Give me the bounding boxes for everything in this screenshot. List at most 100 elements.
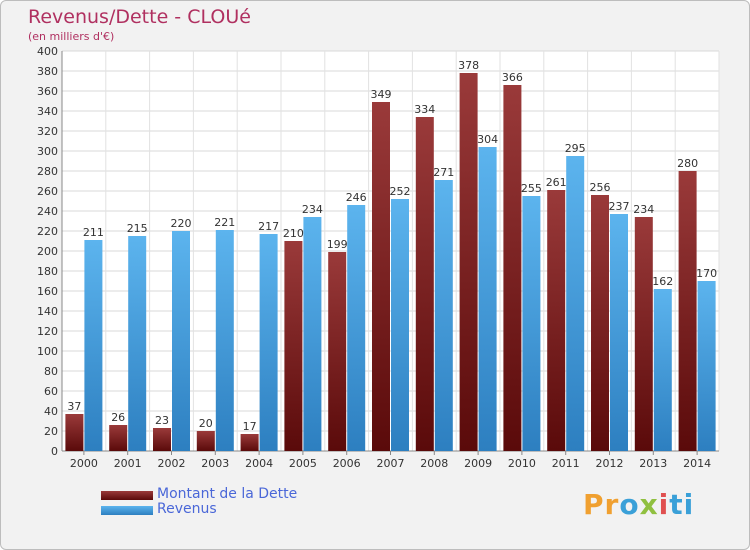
y-tick-label: 20 (44, 425, 58, 438)
y-tick-label: 0 (51, 445, 58, 458)
legend-label-revenus: Revenus (157, 501, 217, 517)
data-label: 295 (565, 142, 586, 155)
bar-dette (153, 428, 171, 451)
data-label: 378 (458, 59, 479, 72)
x-tick-label: 2004 (245, 457, 273, 470)
data-label: 280 (677, 157, 698, 170)
data-label: 211 (83, 226, 104, 239)
y-tick-label: 260 (37, 185, 58, 198)
y-tick-label: 40 (44, 405, 58, 418)
data-label: 237 (609, 200, 630, 213)
data-label: 221 (214, 216, 235, 229)
bar-dette (240, 434, 259, 451)
data-label: 234 (633, 203, 654, 216)
y-tick-label: 60 (44, 385, 58, 398)
y-tick-label: 380 (37, 65, 58, 78)
data-label: 23 (155, 414, 169, 427)
y-tick-label: 240 (37, 205, 58, 218)
y-tick-label: 280 (37, 165, 58, 178)
bar-dette (591, 195, 609, 451)
y-tick-label: 140 (37, 305, 58, 318)
y-tick-label: 340 (37, 105, 58, 118)
x-tick-label: 2011 (552, 457, 580, 470)
data-label: 366 (502, 71, 523, 84)
y-tick-label: 120 (37, 325, 58, 338)
grid-lines (61, 50, 720, 452)
data-label: 37 (67, 400, 81, 413)
bar-dette (415, 117, 434, 451)
data-label: 256 (590, 181, 611, 194)
bar-dette (65, 414, 84, 451)
x-tick-label: 2007 (377, 457, 405, 470)
data-label: 334 (414, 103, 435, 116)
x-tick-label: 2009 (464, 457, 492, 470)
bar-dette (284, 241, 303, 451)
bar-dette (459, 73, 478, 451)
data-label: 162 (652, 275, 673, 288)
data-label: 349 (371, 88, 392, 101)
bar-dette (196, 431, 215, 451)
bar-revenus (391, 199, 409, 451)
bar-chart: 0204060801001201401601802002202402602803… (37, 45, 720, 470)
x-tick-label: 2008 (420, 457, 448, 470)
bar-revenus (478, 147, 497, 451)
data-label: 199 (327, 238, 348, 251)
data-label: 252 (390, 185, 411, 198)
data-label: 210 (283, 227, 304, 240)
proxiti-logo: Proxiti (583, 488, 695, 521)
data-label: 246 (346, 191, 367, 204)
y-tick-label: 200 (37, 245, 58, 258)
bar-revenus (522, 196, 541, 451)
x-tick-label: 2012 (596, 457, 624, 470)
y-tick-label: 400 (37, 45, 58, 58)
y-tick-label: 300 (37, 145, 58, 158)
x-tick-label: 2001 (114, 457, 142, 470)
bar-revenus (215, 230, 234, 451)
bar-dette (547, 190, 566, 451)
bar-revenus (347, 205, 366, 451)
bar-revenus (172, 231, 190, 451)
chart-subtitle: (en milliers d'€) (28, 30, 115, 43)
data-label: 170 (696, 267, 717, 280)
data-label: 304 (477, 133, 498, 146)
legend-swatch-dette (101, 491, 153, 500)
data-label: 20 (199, 417, 213, 430)
data-label: 234 (302, 203, 323, 216)
data-label: 17 (243, 420, 257, 433)
bar-dette (634, 217, 653, 451)
data-label: 255 (521, 182, 542, 195)
bar-revenus (434, 180, 453, 451)
data-label: 271 (433, 166, 454, 179)
legend-label-dette: Montant de la Dette (157, 486, 298, 502)
bar-revenus (128, 236, 147, 451)
data-label: 217 (258, 220, 279, 233)
x-tick-label: 2010 (508, 457, 536, 470)
y-tick-label: 160 (37, 285, 58, 298)
data-label: 220 (171, 217, 192, 230)
y-tick-label: 320 (37, 125, 58, 138)
x-tick-label: 2000 (70, 457, 98, 470)
bar-revenus (259, 234, 278, 451)
x-tick-label: 2006 (333, 457, 361, 470)
data-label: 26 (111, 411, 125, 424)
x-tick-label: 2013 (639, 457, 667, 470)
bar-dette (328, 252, 347, 451)
bar-dette (372, 102, 390, 451)
chart-title: Revenus/Dette - CLOUé (28, 6, 251, 28)
bar-revenus (697, 281, 716, 451)
bar-dette (678, 171, 697, 451)
bar-revenus (610, 214, 628, 451)
x-tick-label: 2003 (201, 457, 229, 470)
data-labels: 37 26 23 20 17 210 199 349 334 378 366 261 256 234 280… (67, 59, 717, 433)
x-tick-label: 2002 (158, 457, 186, 470)
y-tick-label: 360 (37, 85, 58, 98)
bar-revenus (566, 156, 585, 451)
bar-dette (503, 85, 522, 451)
x-tick-label: 2014 (683, 457, 711, 470)
bar-revenus (303, 217, 322, 451)
bar-revenus (653, 289, 672, 451)
bar-revenus (84, 240, 103, 451)
data-label: 215 (127, 222, 148, 235)
axes: 0204060801001201401601802002202402602803… (37, 45, 719, 470)
x-tick-label: 2005 (289, 457, 317, 470)
